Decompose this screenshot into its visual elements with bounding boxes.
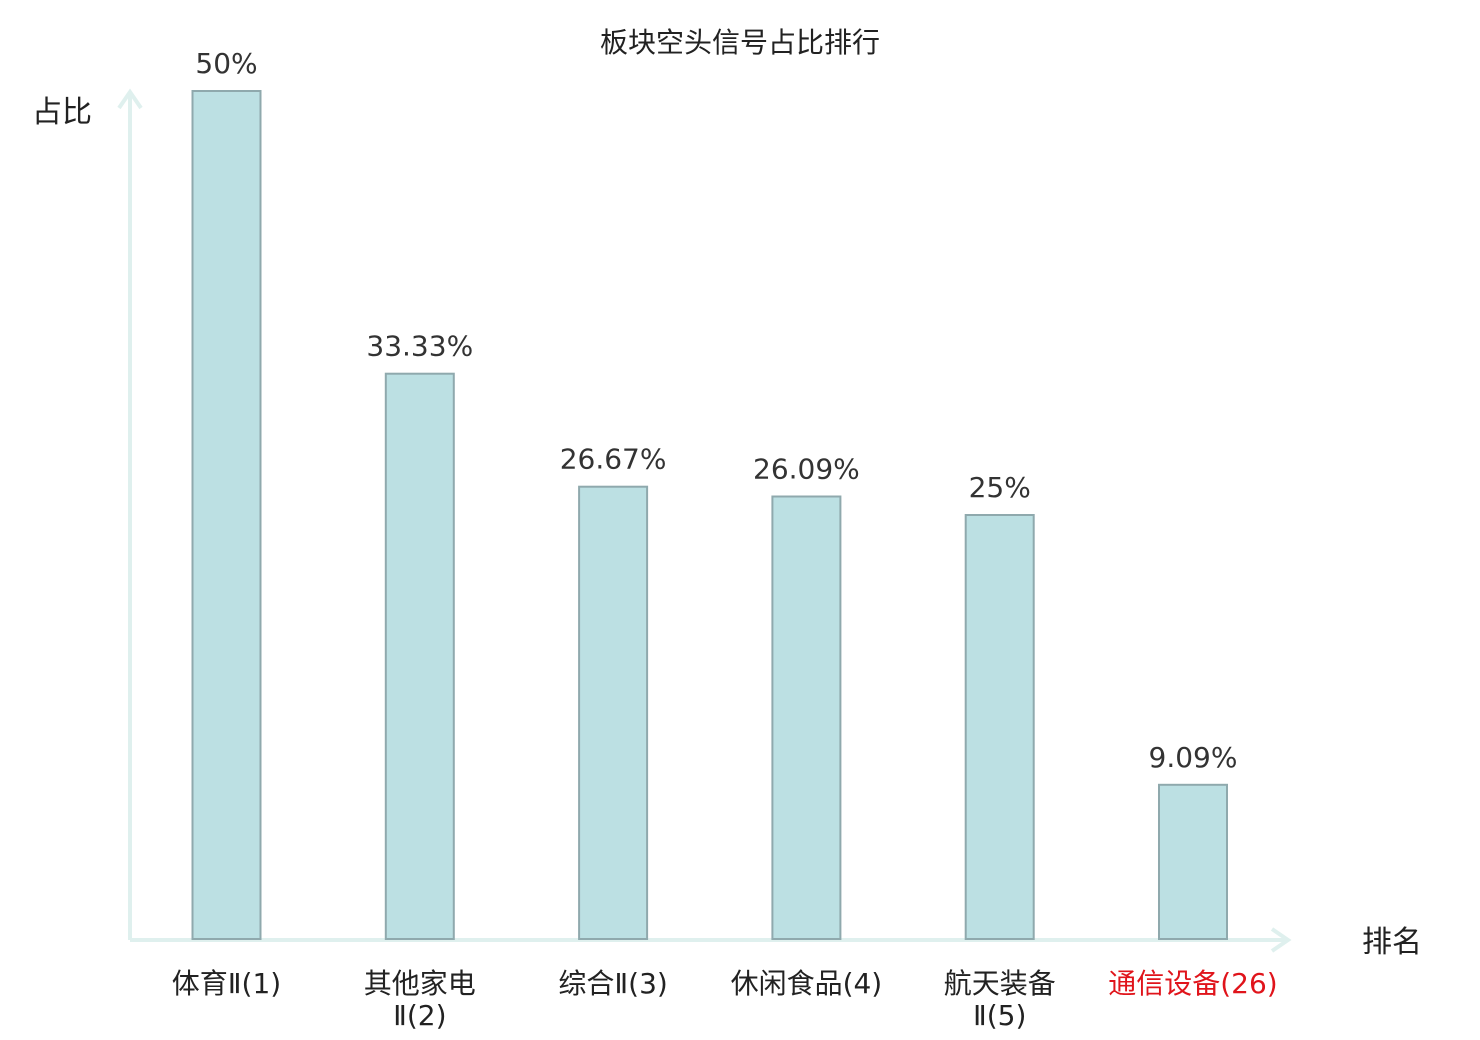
category-label: Ⅱ(5) — [973, 999, 1026, 1032]
category-label: Ⅱ(2) — [393, 999, 446, 1032]
bar — [771, 495, 842, 940]
bar-value-label: 33.33% — [366, 330, 473, 363]
bar — [384, 372, 455, 940]
bar — [964, 514, 1035, 940]
bar-value-label: 25% — [969, 471, 1031, 504]
x-axis: 排名 — [130, 925, 1422, 960]
x-axis-label: 排名 — [1362, 925, 1422, 960]
category-label: 通信设备(26) — [1108, 967, 1277, 1000]
category-label: 其他家电 — [364, 967, 476, 1000]
chart-title: 板块空头信号占比排行 — [600, 26, 880, 59]
y-axis: 占比 — [32, 88, 143, 940]
y-axis-arrow-icon — [117, 88, 143, 110]
bar-series — [191, 90, 1228, 940]
value-labels: 50% 33.33% 26.67% 26.09% 25% 9.09% — [195, 47, 1237, 774]
bar-value-label: 9.09% — [1149, 741, 1238, 774]
bar-value-label: 50% — [195, 47, 257, 80]
bar — [1158, 783, 1228, 940]
bar — [578, 485, 649, 940]
category-label: 航天装备 — [944, 967, 1056, 1000]
x-axis-arrow-icon — [1270, 927, 1292, 953]
category-label: 综合Ⅱ(3) — [558, 967, 667, 1000]
bar-value-label: 26.09% — [753, 453, 860, 486]
y-axis-label: 占比 — [32, 95, 92, 130]
bar — [191, 90, 262, 940]
category-label: 休闲食品(4) — [731, 967, 883, 1000]
bar-value-label: 26.67% — [560, 443, 667, 476]
category-label: 体育Ⅱ(1) — [172, 967, 281, 1000]
